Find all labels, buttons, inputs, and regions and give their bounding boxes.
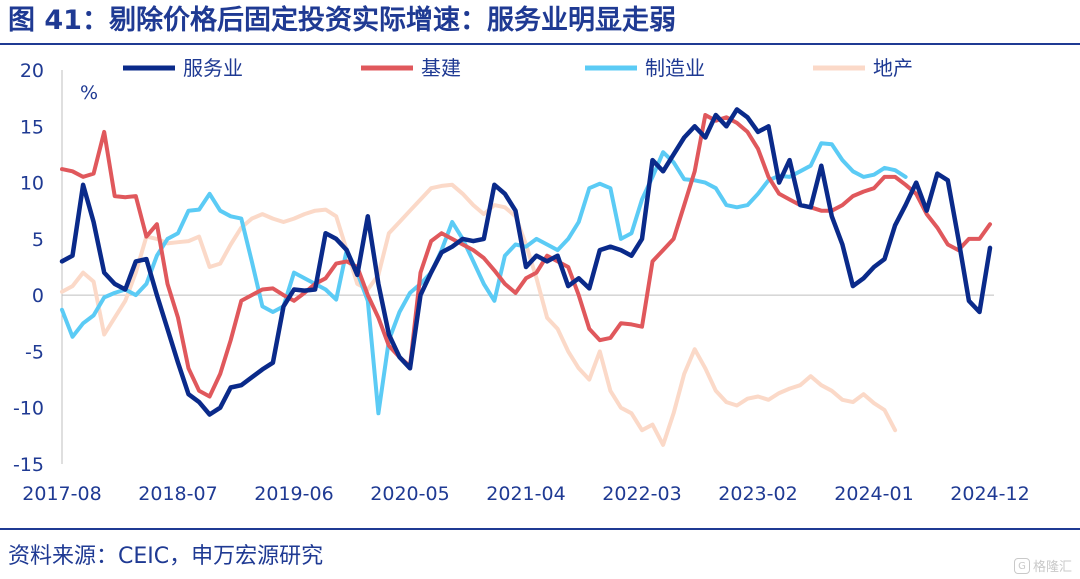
chart-legend: 服务业 基建 制造业 地产 (123, 56, 913, 80)
legend-label: 地产 (873, 56, 913, 80)
series-line-3 (60, 182, 898, 447)
x-tick-label: 2021-04 (486, 483, 565, 505)
x-tick-label: 2024-12 (950, 483, 1029, 505)
y-tick-label: 10 (20, 173, 44, 195)
x-tick-label: 2023-02 (718, 483, 797, 505)
y-unit-label: % (80, 82, 98, 104)
series-layer (59, 107, 993, 447)
x-tick-label: 2017-08 (22, 483, 101, 505)
watermark: G 格隆汇 (1013, 556, 1072, 575)
page-title: 图 41：剔除价格后固定投资实际增速：服务业明显走弱 (8, 5, 676, 36)
x-tick-label: 2019-06 (254, 483, 333, 505)
legend-label: 服务业 (183, 56, 243, 80)
y-tick-label: 0 (32, 285, 44, 307)
x-tick-label: 2024-01 (834, 483, 913, 505)
y-tick-label: 5 (32, 229, 44, 251)
y-tick-label: 20 (20, 60, 44, 82)
legend-label: 制造业 (645, 56, 705, 80)
source-note: 资料来源：CEIC，申万宏源研究 (8, 544, 324, 569)
legend-label: 基建 (421, 56, 461, 80)
series-line-2 (60, 141, 908, 416)
y-tick-label: -10 (13, 398, 44, 420)
footer-divider (0, 528, 1080, 530)
y-tick-label: -5 (25, 341, 44, 363)
y-tick-label: -15 (13, 454, 44, 476)
x-tick-label: 2020-05 (370, 483, 449, 505)
x-tick-label: 2018-07 (138, 483, 217, 505)
line-chart: 20 15 10 5 0 -5 -10 -15% 2017-08 2018-07 2019-06 20… (13, 56, 1030, 505)
y-tick-label: 15 (20, 116, 44, 138)
watermark-text: 格隆汇 (1032, 560, 1072, 575)
chart-axes: 20 15 10 5 0 -5 -10 -15% 2017-08 2018-07 2019-06 20… (13, 60, 1030, 505)
series-line-1 (60, 113, 992, 399)
title-divider (0, 43, 1080, 45)
x-tick-label: 2022-03 (602, 483, 681, 505)
series-line-0 (59, 107, 993, 417)
gelonghui-logo-icon: G (1013, 557, 1030, 574)
